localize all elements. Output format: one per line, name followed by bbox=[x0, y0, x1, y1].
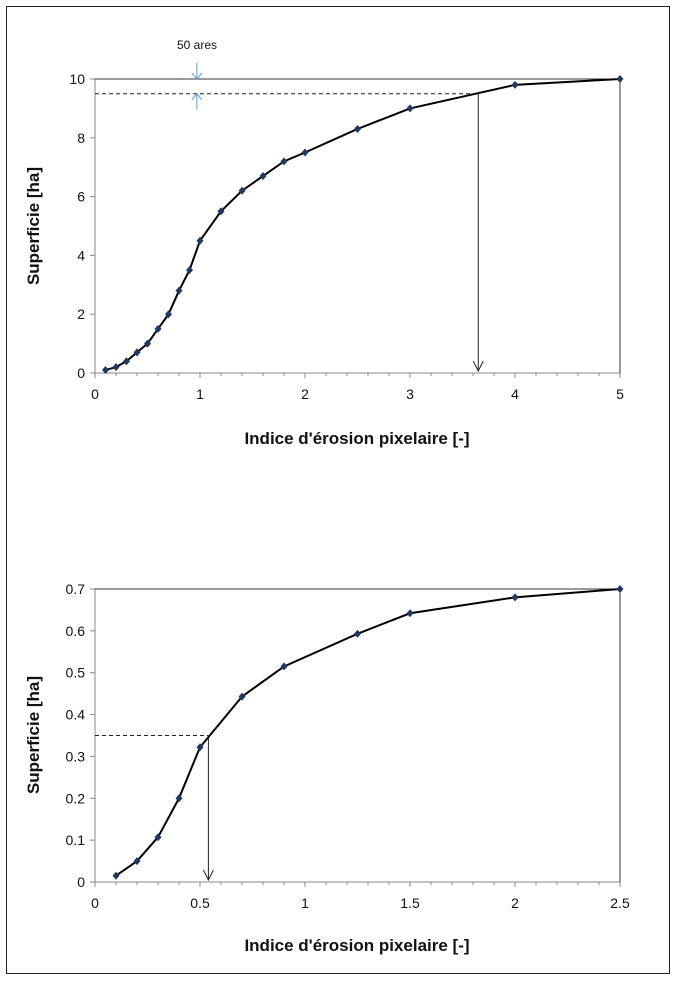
chart-top-annotation-upper-arrow bbox=[191, 72, 203, 80]
chart-bottom-y-tick-label: 0.7 bbox=[66, 581, 86, 597]
chart-bottom-y-tick-label: 0.5 bbox=[66, 665, 86, 681]
chart-bottom-data-point bbox=[154, 833, 162, 842]
chart-top-data-point bbox=[354, 124, 361, 133]
chart-top-data-point bbox=[112, 363, 120, 372]
chart-top-y-tick-label: 2 bbox=[77, 306, 85, 322]
chart-bottom-data-point bbox=[354, 629, 361, 638]
chart-top-data-point bbox=[165, 310, 172, 319]
chart-bottom-y-tick-label: 0.6 bbox=[66, 623, 86, 639]
chart-top-x-tick-label: 5 bbox=[616, 386, 624, 402]
chart-bottom-x-tick-label: 2 bbox=[511, 895, 519, 911]
chart-top-data-point bbox=[217, 207, 225, 216]
chart-bottom-data-point bbox=[511, 593, 519, 602]
chart-top-x-tick-label: 2 bbox=[301, 386, 309, 402]
chart-bottom-data-point bbox=[175, 794, 183, 803]
chart-bottom-xlabel: Indice d'érosion pixelaire [-] bbox=[244, 936, 469, 955]
chart-bottom-data-point bbox=[133, 857, 141, 866]
chart-top-data-point bbox=[133, 348, 141, 357]
chart-bottom-x-tick-label: 0 bbox=[91, 895, 99, 911]
chart-top-ylabel: Superficie [ha] bbox=[24, 167, 43, 285]
chart-top-data-point bbox=[154, 324, 162, 333]
chart-bottom-threshold-arrow-head bbox=[202, 869, 214, 882]
chart-bottom-series-line bbox=[115, 588, 621, 877]
chart-top-x-tick-label: 3 bbox=[406, 386, 414, 402]
chart-top-threshold-arrow-head bbox=[472, 360, 484, 373]
chart-bottom-data-point bbox=[238, 692, 246, 701]
chart-top-data-point bbox=[196, 236, 204, 245]
chart-bottom-x-tick-label: 0.5 bbox=[190, 895, 210, 911]
chart-top-y-tick-label: 6 bbox=[77, 189, 85, 205]
chart-top-data-point bbox=[301, 148, 309, 157]
chart-top-data-point bbox=[144, 339, 151, 348]
chart-top-data-point bbox=[102, 366, 109, 375]
chart-bottom-y-tick-label: 0.4 bbox=[66, 707, 86, 723]
chart-bottom: 0 0.1 0.2 0.3 0.4 0.5 0.6 0.7 0 0.5 1 1.5 2 2.5 Indic… bbox=[24, 581, 630, 955]
chart-bottom-y-tick-label: 0.1 bbox=[66, 832, 86, 848]
chart-top-data-point bbox=[175, 286, 183, 295]
chart-top-y-tick-label: 0 bbox=[77, 365, 85, 381]
figure-frame bbox=[6, 6, 670, 974]
chart-bottom-y-tick-label: 0.3 bbox=[66, 748, 86, 764]
chart-bottom-y-tick-label: 0.2 bbox=[66, 790, 86, 806]
chart-top-data-point bbox=[511, 80, 519, 89]
chart-top-marks: 0 2 4 6 8 10 0 1 2 3 4 5 bbox=[69, 63, 624, 402]
chart-top-data-point bbox=[616, 75, 624, 83]
chart-bottom-marks: 0 0.1 0.2 0.3 0.4 0.5 0.6 0.7 0 0.5 1 1.5 2 2.5 bbox=[66, 581, 630, 911]
chart-top-data-point bbox=[238, 186, 246, 195]
chart-bottom-data-point bbox=[406, 609, 414, 618]
chart-top-annotation-lower-arrow bbox=[191, 92, 203, 101]
chart-bottom-x-tick-label: 1 bbox=[301, 895, 309, 911]
chart-top-y-tick-label: 8 bbox=[77, 130, 85, 146]
chart-top-data-point bbox=[259, 172, 267, 181]
chart-bottom-data-point bbox=[196, 743, 204, 752]
chart-top-data-point bbox=[280, 157, 288, 166]
chart-top-x-tick-label: 4 bbox=[511, 386, 519, 402]
chart-top: 0 2 4 6 8 10 0 1 2 3 4 5 50 ares Indice d'érosion p… bbox=[24, 38, 624, 448]
chart-top-xlabel: Indice d'érosion pixelaire [-] bbox=[244, 429, 469, 448]
chart-bottom-data-point bbox=[280, 662, 288, 671]
chart-top-data-point bbox=[123, 357, 130, 366]
chart-top-y-tick-label: 10 bbox=[69, 71, 85, 87]
chart-top-data-point bbox=[406, 104, 414, 113]
chart-bottom-data-point bbox=[616, 585, 624, 593]
chart-bottom-ylabel: Superficie [ha] bbox=[24, 676, 43, 794]
chart-top-x-tick-label: 1 bbox=[196, 386, 204, 402]
chart-top-x-tick-label: 0 bbox=[91, 386, 99, 402]
chart-top-data-point bbox=[186, 266, 193, 275]
chart-bottom-y-tick-label: 0 bbox=[77, 874, 85, 890]
chart-bottom-x-tick-label: 1.5 bbox=[400, 895, 420, 911]
chart-bottom-x-tick-label: 2.5 bbox=[610, 895, 630, 911]
chart-top-series-line bbox=[105, 78, 621, 372]
chart-top-annotation-label: 50 ares bbox=[177, 38, 217, 52]
chart-bottom-data-point bbox=[112, 871, 120, 880]
chart-top-y-tick-label: 4 bbox=[77, 247, 85, 263]
